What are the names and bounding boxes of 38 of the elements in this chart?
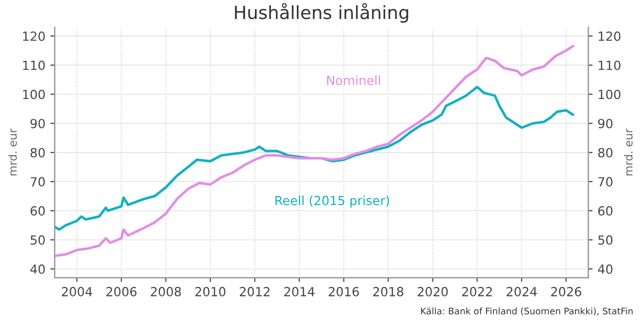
x-tick-label: 2014 xyxy=(284,286,314,296)
x-tick-label: 2012 xyxy=(240,286,270,296)
y-tick-label: 40 xyxy=(30,264,45,274)
y2-tick-label: 90 xyxy=(598,118,612,128)
y-tick-label: 70 xyxy=(30,177,45,187)
y-axis-title: mrd. eur xyxy=(8,128,17,176)
x-tick-label: 2016 xyxy=(328,286,359,296)
y2-tick-label: 40 xyxy=(598,264,612,274)
y2-tick-label: 80 xyxy=(598,148,612,158)
x-tick-label: 2022 xyxy=(462,286,492,296)
y-tick-label: 50 xyxy=(30,235,45,245)
y-tick-label: 120 xyxy=(23,31,45,41)
x-tick-label: 2006 xyxy=(106,286,136,296)
y-tick-label: 90 xyxy=(30,118,45,128)
y2-tick-label: 60 xyxy=(598,206,612,216)
x-tick-label: 2026 xyxy=(551,286,582,296)
x-tick-label: 2020 xyxy=(418,286,448,296)
y2-tick-label: 50 xyxy=(598,235,612,245)
y2-tick-label: 70 xyxy=(598,177,612,187)
line-series xyxy=(54,44,574,258)
y-tick-label: 110 xyxy=(23,60,45,70)
x-tick-label: 2004 xyxy=(62,286,92,296)
chart-title: Hushållens inlåning xyxy=(234,3,408,23)
line-series xyxy=(54,86,574,231)
y2-tick-label: 110 xyxy=(598,60,620,70)
x-tick-label: 2024 xyxy=(506,286,537,296)
y-tick-label: 60 xyxy=(30,206,45,216)
x-tick-label: 2018 xyxy=(373,286,404,296)
text: Källa: Bank of Finland (Suomen Pankki), StatFin xyxy=(421,307,633,316)
y2-axis-title: mrd. eur xyxy=(624,128,633,176)
y-tick-label: 80 xyxy=(30,148,45,158)
y2-tick-label: 120 xyxy=(598,31,620,41)
y2-tick-label: 100 xyxy=(598,90,620,100)
text: Reell (2015 priser) xyxy=(275,196,390,208)
x-tick-label: 2008 xyxy=(150,286,181,296)
text: Nominell xyxy=(327,75,380,86)
y-tick-label: 100 xyxy=(23,90,45,100)
x-tick-label: 2010 xyxy=(195,286,226,296)
